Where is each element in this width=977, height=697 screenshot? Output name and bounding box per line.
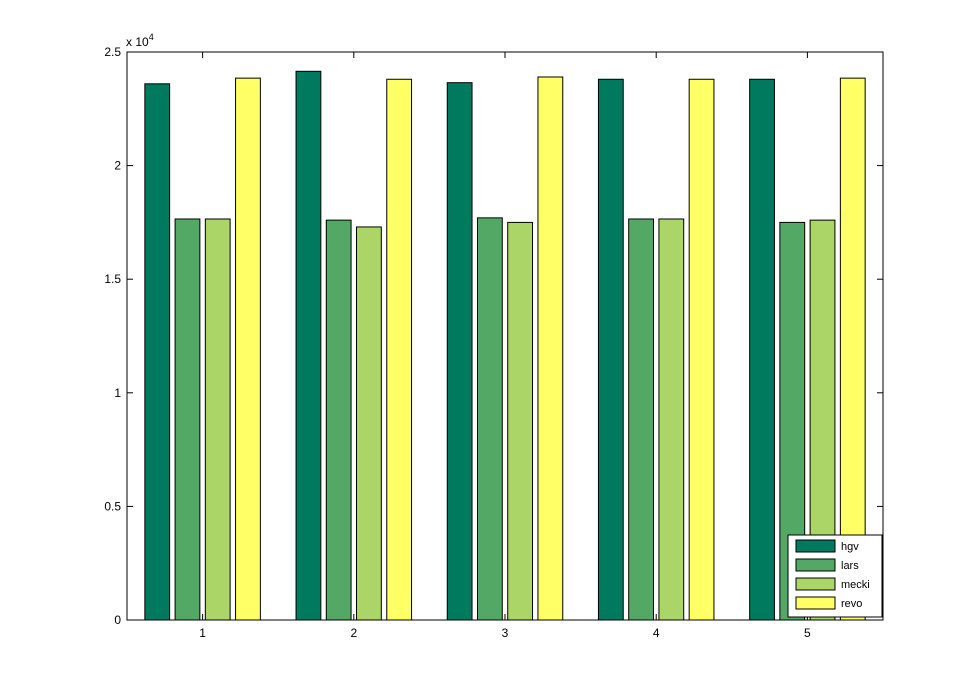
bar-lars-3	[476, 217, 503, 621]
bars-group	[144, 70, 866, 621]
legend-swatch-mecki	[795, 577, 836, 591]
bar-hgv-1	[144, 83, 171, 621]
bar-revo-5	[839, 77, 866, 621]
x-tick-label: 5	[804, 626, 811, 640]
bar-lars-1	[174, 218, 201, 621]
x-tick-label: 4	[653, 626, 660, 640]
y-tick-label: 2	[114, 159, 121, 173]
legend: hgv lars mecki revo	[787, 534, 883, 618]
bar-hgv-4	[597, 78, 624, 621]
y-tick-label: 2.5	[104, 45, 121, 59]
bar-mecki-2	[356, 226, 382, 621]
y-tick-label: 0.5	[104, 499, 121, 513]
legend-label-mecki: mecki	[841, 579, 870, 591]
bar-revo-1	[235, 77, 261, 621]
bar-mecki-3	[507, 221, 534, 621]
legend-label-revo: revo	[841, 598, 862, 610]
bar-revo-2	[386, 78, 413, 621]
bar-mecki-1	[204, 218, 231, 621]
y-tick-label: 0	[114, 613, 121, 627]
y-exponent-label: x 104	[126, 32, 154, 49]
bar-revo-4	[688, 78, 715, 621]
bar-lars-4	[628, 218, 654, 621]
plot-border	[126, 51, 884, 621]
bar-lars-2	[325, 219, 352, 621]
bar-revo-3	[537, 76, 564, 621]
x-tick-label: 1	[199, 626, 206, 640]
legend-swatch-hgv	[795, 539, 836, 553]
legend-label-hgv: hgv	[841, 541, 859, 553]
legend-label-lars: lars	[841, 560, 859, 572]
y-tick-label: 1.5	[104, 272, 121, 286]
x-tick-label: 3	[502, 626, 509, 640]
legend-swatch-revo	[795, 596, 836, 610]
bar-mecki-4	[658, 218, 685, 621]
y-tick-label: 1	[114, 386, 121, 400]
bar-hgv-3	[446, 82, 473, 621]
bar-hgv-5	[749, 78, 775, 621]
legend-swatch-lars	[795, 558, 836, 572]
x-tick-label: 2	[350, 626, 357, 640]
bar-hgv-2	[295, 70, 322, 621]
